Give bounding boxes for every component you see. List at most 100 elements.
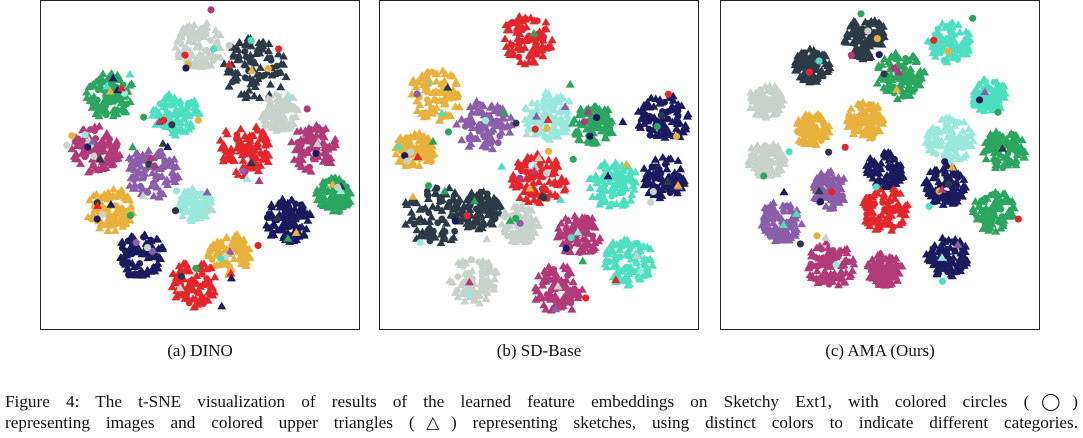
sketch-point xyxy=(959,175,969,183)
image-point xyxy=(407,148,415,156)
sketch-point xyxy=(609,262,619,270)
image-point xyxy=(986,145,994,153)
cluster-green xyxy=(968,187,1019,235)
image-point xyxy=(855,123,863,131)
sketch-point xyxy=(525,51,535,60)
image-point xyxy=(211,245,218,253)
sketch-point xyxy=(601,133,611,142)
image-point xyxy=(583,214,591,222)
image-point xyxy=(574,240,582,248)
sketch-point xyxy=(530,283,540,292)
image-point xyxy=(809,48,817,56)
sketch-point xyxy=(1008,136,1018,144)
image-point xyxy=(941,197,949,204)
sketch-point xyxy=(401,220,411,228)
sketch-point xyxy=(147,111,157,119)
image-point xyxy=(516,182,524,190)
image-point xyxy=(164,109,172,117)
image-point xyxy=(289,114,297,122)
image-point xyxy=(102,111,110,119)
sketch-point xyxy=(857,103,867,111)
image-point xyxy=(406,139,414,147)
sketch-point xyxy=(906,64,916,73)
sketch-point xyxy=(502,25,512,34)
image-point xyxy=(112,220,120,228)
image-point xyxy=(550,266,558,273)
sketch-point xyxy=(839,195,849,203)
sketch-point xyxy=(489,194,499,202)
image-point xyxy=(235,140,243,147)
image-point xyxy=(249,154,256,162)
sketch-point xyxy=(958,126,968,135)
sketch-point xyxy=(932,196,942,205)
image-point xyxy=(248,79,256,87)
sketch-point xyxy=(223,67,233,76)
image-point xyxy=(261,71,268,79)
image-point xyxy=(865,216,872,224)
sketch-point xyxy=(765,81,775,90)
sketch-point xyxy=(426,141,436,150)
sketch-point xyxy=(453,258,463,266)
sketch-point xyxy=(804,263,814,272)
sketch-point xyxy=(668,96,678,104)
image-point xyxy=(273,125,281,133)
image-point xyxy=(582,294,590,302)
image-point xyxy=(797,129,805,137)
image-point xyxy=(239,167,247,175)
sketch-point xyxy=(233,68,243,77)
image-point xyxy=(316,126,323,134)
cluster-purple xyxy=(452,97,516,153)
image-point xyxy=(953,172,960,180)
image-point xyxy=(266,224,274,232)
image-point xyxy=(767,87,775,95)
image-point xyxy=(770,216,777,223)
sketch-point xyxy=(467,108,477,116)
image-point xyxy=(178,106,186,114)
sketch-point xyxy=(559,185,569,194)
image-point xyxy=(657,111,665,120)
sketch-point xyxy=(987,105,997,114)
sketch-point xyxy=(657,191,667,199)
image-point xyxy=(646,131,654,139)
image-point xyxy=(213,53,220,61)
image-point xyxy=(175,290,183,298)
image-point xyxy=(891,155,898,163)
sketch-point xyxy=(329,136,339,145)
image-point xyxy=(110,97,118,105)
sketch-point xyxy=(263,157,273,166)
sketch-point xyxy=(462,202,472,211)
sketch-point xyxy=(98,69,108,78)
image-point xyxy=(298,139,306,146)
sketch-point xyxy=(181,260,191,268)
sketch-point xyxy=(795,72,805,81)
tsne-panel-dino xyxy=(40,0,360,330)
image-point xyxy=(869,119,876,126)
image-point xyxy=(264,64,272,73)
cluster-lightteal xyxy=(173,183,217,225)
image-point xyxy=(1003,140,1011,147)
cluster-magenta xyxy=(67,121,125,176)
image-point xyxy=(342,199,350,206)
sketch-point xyxy=(618,117,628,125)
image-point xyxy=(826,170,833,177)
image-point xyxy=(790,218,798,226)
image-point xyxy=(752,165,759,173)
sketch-point xyxy=(225,247,235,255)
image-point xyxy=(87,126,94,133)
sketch-point xyxy=(258,126,268,135)
image-point xyxy=(330,196,338,204)
image-point xyxy=(429,227,437,235)
image-point xyxy=(493,117,501,125)
sketch-point xyxy=(171,292,181,301)
image-point xyxy=(229,78,236,86)
image-point xyxy=(107,216,115,224)
image-point xyxy=(63,141,71,149)
sketch-point xyxy=(770,143,780,151)
sketch-point xyxy=(236,89,246,98)
sketch-point xyxy=(190,301,200,310)
sketch-point xyxy=(772,169,782,178)
sketch-point xyxy=(231,167,241,175)
sketch-point xyxy=(791,57,801,66)
sketch-point xyxy=(328,206,338,215)
sketch-point xyxy=(205,204,215,213)
